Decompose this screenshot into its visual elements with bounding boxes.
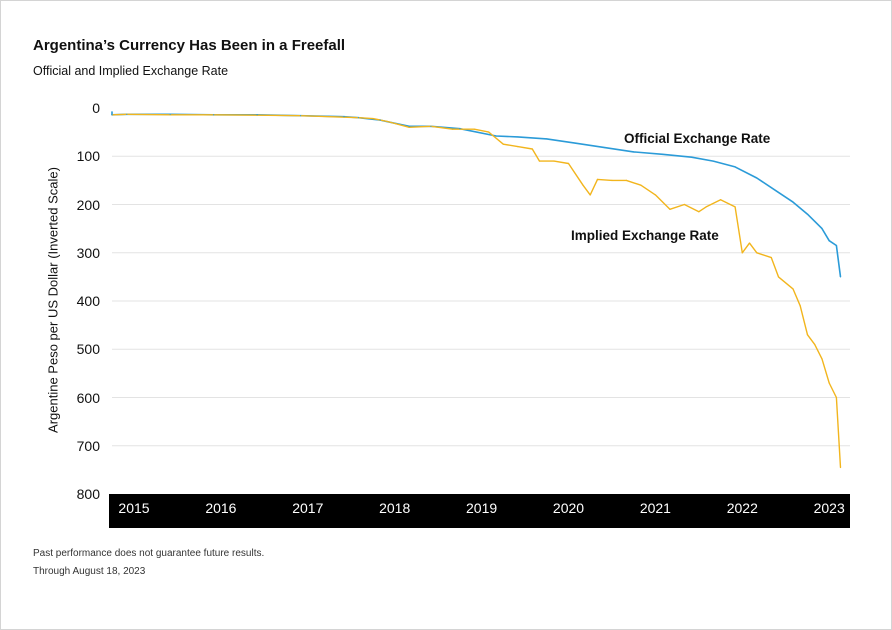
implied-point <box>538 160 541 162</box>
implied-point <box>705 206 707 208</box>
official-point <box>213 114 215 116</box>
implied-point <box>567 162 570 165</box>
implied-point <box>473 128 475 130</box>
implied-point <box>582 184 584 186</box>
implied-point <box>452 128 454 130</box>
official-point <box>343 116 345 118</box>
implied-point <box>625 179 628 181</box>
official-point <box>835 244 838 247</box>
implied-point <box>611 179 613 181</box>
x-tick-label: 2018 <box>379 500 411 516</box>
official-point <box>756 177 758 179</box>
official-point <box>633 151 635 153</box>
implied-point <box>839 466 842 469</box>
x-tick-label: 2023 <box>813 500 845 516</box>
implied-exchange-rate-line <box>111 113 842 468</box>
y-tick-label: 800 <box>76 486 100 502</box>
implied-point <box>748 242 751 244</box>
official-point <box>459 128 461 130</box>
x-tick-label: 2016 <box>205 500 237 516</box>
official-point <box>111 111 113 113</box>
x-tick-label: 2021 <box>639 500 671 516</box>
x-tick-label: 2015 <box>118 500 150 516</box>
implied-point <box>589 194 591 196</box>
implied-point <box>517 146 519 148</box>
x-axis-band <box>109 494 850 528</box>
official-point <box>517 136 519 138</box>
y-tick-label: 500 <box>76 341 100 358</box>
implied-point <box>669 208 671 210</box>
x-tick-label: 2022 <box>726 500 758 516</box>
official-point <box>806 213 809 215</box>
x-tick-label: 2017 <box>292 500 324 516</box>
implied-point <box>814 343 816 346</box>
y-tick-label: 700 <box>76 437 100 454</box>
y-tick-label: 0 <box>92 100 100 116</box>
y-tick-label: 100 <box>76 148 100 165</box>
chart-subtitle: Official and Implied Exchange Rate <box>33 64 229 78</box>
x-tick-label: 2019 <box>466 500 498 516</box>
implied-point <box>734 206 736 208</box>
implied-point <box>408 126 410 128</box>
official-point <box>379 119 381 121</box>
implied-point <box>640 184 642 186</box>
official-point <box>712 160 714 162</box>
x-tick-label: 2020 <box>552 500 585 516</box>
official-point <box>357 117 360 119</box>
implied-point <box>821 358 823 360</box>
implied-point <box>372 118 374 120</box>
implied-point <box>835 396 838 399</box>
y-tick-label: 200 <box>76 196 100 213</box>
y-tick-label: 600 <box>76 389 100 406</box>
implied-point <box>683 203 685 206</box>
official-point <box>734 166 736 168</box>
official-series-label: Official Exchange Rate <box>624 131 771 146</box>
y-tick-label: 400 <box>76 293 100 309</box>
footnote-through-date: Through August 18, 2023 <box>33 566 146 577</box>
implied-point <box>741 252 743 254</box>
official-point <box>792 201 794 203</box>
official-point <box>111 114 113 116</box>
footnote-past-performance: Past performance does not guarantee futu… <box>33 548 265 559</box>
implied-point <box>777 276 780 278</box>
official-point <box>169 113 171 115</box>
implied-series-label: Implied Exchange Rate <box>571 228 719 243</box>
implied-point <box>698 211 700 213</box>
implied-point <box>719 199 722 201</box>
official-point <box>546 138 548 140</box>
official-point <box>299 115 302 117</box>
official-point <box>777 191 780 194</box>
official-point <box>430 125 432 127</box>
implied-point <box>792 288 794 290</box>
official-point <box>126 113 128 115</box>
official-point <box>828 240 830 242</box>
grid-lines <box>112 155 850 447</box>
official-point <box>839 276 842 278</box>
chart-title: Argentina’s Currency Has Been in a Freef… <box>33 37 346 54</box>
implied-point <box>770 256 772 259</box>
official-point <box>691 156 693 158</box>
official-point <box>256 114 258 116</box>
implied-point <box>386 120 389 123</box>
implied-point <box>488 131 490 133</box>
implied-point <box>596 178 599 181</box>
implied-point <box>553 160 555 162</box>
implied-point <box>756 252 758 254</box>
implied-point <box>502 143 504 145</box>
implied-point <box>799 305 801 307</box>
implied-point <box>828 382 830 384</box>
y-tick-label: 300 <box>76 244 100 261</box>
official-point <box>495 135 497 137</box>
official-point <box>821 228 823 230</box>
official-point <box>662 153 664 155</box>
implied-point <box>531 148 533 150</box>
implied-point <box>806 334 809 336</box>
official-point <box>575 142 577 144</box>
official-point <box>604 146 606 149</box>
implied-point <box>654 194 657 196</box>
official-point <box>408 125 410 127</box>
